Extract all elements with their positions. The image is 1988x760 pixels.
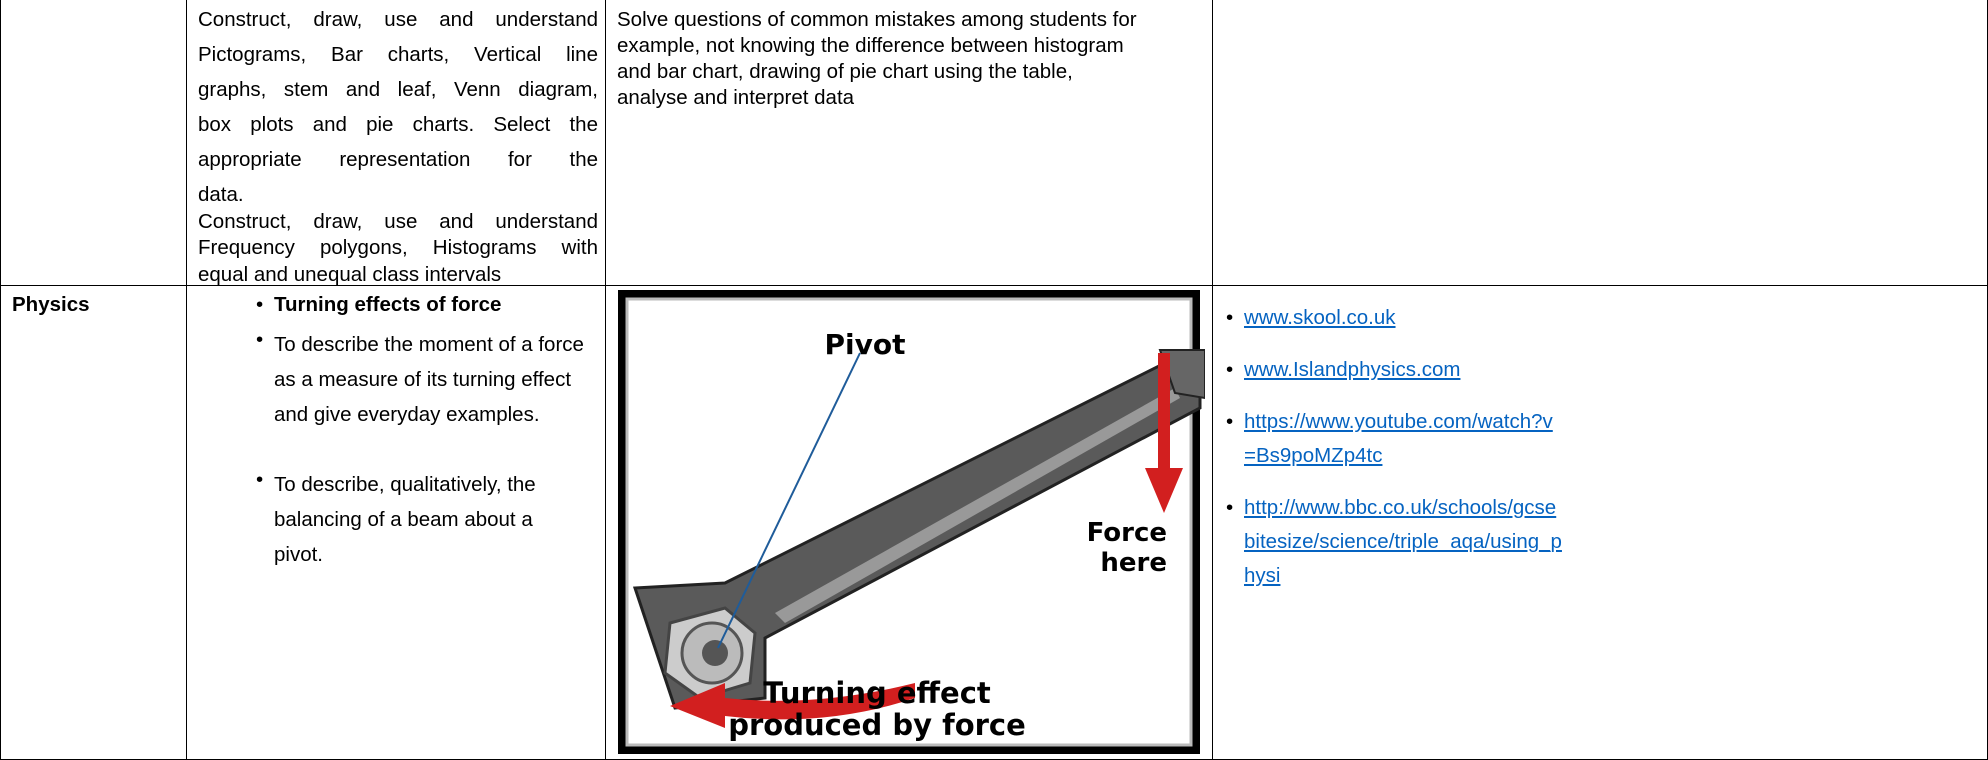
resource-list: • www.skool.co.uk • www.Islandphysics.com • h… bbox=[1222, 292, 1582, 602]
bullet: • bbox=[1226, 410, 1234, 433]
subject: Physics bbox=[12, 293, 90, 316]
activity-line: Solve questions of common mistakes among… bbox=[617, 8, 1137, 31]
skill-line: Construct, draw, use and understand bbox=[198, 8, 598, 31]
border bbox=[605, 0, 606, 760]
resource-item: • https://www.youtube.com/watch?v=Bs9poMZ… bbox=[1222, 396, 1582, 482]
resource-item: • www.skool.co.uk bbox=[1222, 292, 1582, 344]
activity-line: analyse and interpret data bbox=[617, 86, 855, 109]
skill-line: appropriate representation for the bbox=[198, 148, 598, 171]
objective: To describe the moment of a force as a m… bbox=[274, 333, 584, 426]
force-label: Force bbox=[1087, 518, 1167, 548]
resource-link[interactable]: https://www.youtube.com/watch?v=Bs9poMZp… bbox=[1244, 410, 1553, 467]
activity-line: example, not knowing the difference betw… bbox=[617, 34, 1124, 57]
skill-line: data. bbox=[198, 183, 244, 206]
border bbox=[0, 0, 1, 760]
force-label: here bbox=[1100, 548, 1167, 578]
pivot-label: Pivot bbox=[825, 328, 906, 361]
bullet: • bbox=[1226, 358, 1234, 381]
skill-line: Frequency polygons, Histograms with bbox=[198, 236, 598, 259]
effect-label: produced by force bbox=[728, 708, 1026, 742]
resource-item: • http://www.bbc.co.uk/schools/gcsebitesi… bbox=[1222, 482, 1582, 602]
effect-label: Turning effect bbox=[763, 676, 991, 710]
objective: To describe, qualitatively, the balancin… bbox=[274, 473, 536, 566]
border bbox=[186, 0, 187, 760]
resource-link[interactable]: www.skool.co.uk bbox=[1244, 306, 1396, 329]
resource-link[interactable]: www.Islandphysics.com bbox=[1244, 358, 1461, 381]
skill-line: equal and unequal class intervals bbox=[198, 262, 502, 286]
skill-line: graphs, stem and leaf, Venn diagram, bbox=[198, 78, 598, 101]
border bbox=[1212, 0, 1213, 760]
skill-line: Pictograms, Bar charts, Vertical line bbox=[198, 43, 598, 66]
resource-item: • www.Islandphysics.com bbox=[1222, 344, 1582, 396]
wrench-diagram: Pivot Force here Turning effect produced… bbox=[618, 290, 1205, 754]
bullet: • bbox=[1226, 496, 1234, 519]
resource-link[interactable]: http://www.bbc.co.uk/schools/gcsebitesiz… bbox=[1244, 496, 1562, 587]
border bbox=[0, 285, 1988, 286]
skill-line: Construct, draw, use and understand bbox=[198, 209, 598, 233]
heading: Turning effects of force bbox=[274, 293, 502, 316]
activity-line: and bar chart, drawing of pie chart usin… bbox=[617, 60, 1073, 83]
bullet: • bbox=[1226, 306, 1234, 329]
skill-line: box plots and pie charts. Select the bbox=[198, 113, 598, 136]
